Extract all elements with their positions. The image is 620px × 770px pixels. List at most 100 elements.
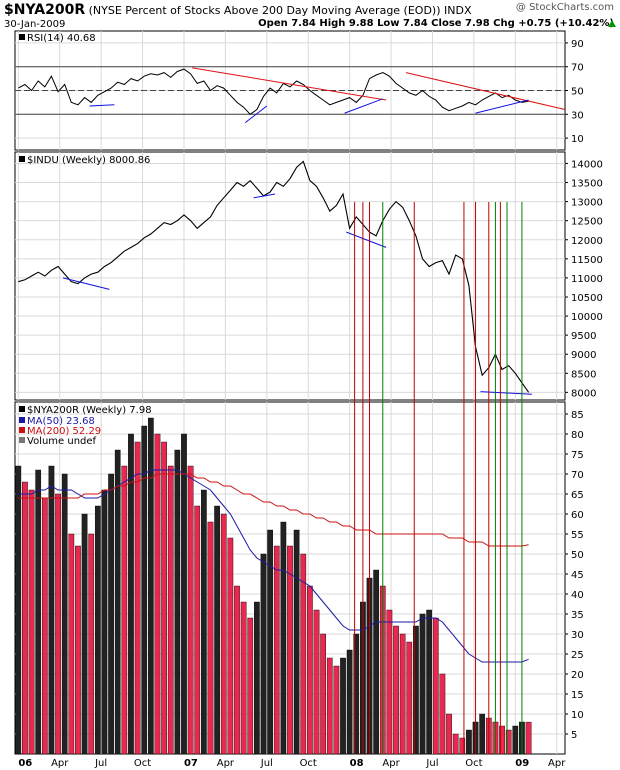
- x-tick-label: Apr: [217, 758, 235, 769]
- rsi-legend-swatch: [19, 34, 25, 40]
- x-tick-label: Apr: [51, 758, 69, 769]
- price-tick-label: 9000: [571, 350, 596, 361]
- breadth-bar: [247, 617, 254, 755]
- price-tick-label: 14000: [571, 159, 603, 170]
- breadth-bar: [114, 449, 121, 755]
- rsi-trendline: [89, 104, 115, 107]
- breadth-bar: [333, 665, 340, 755]
- breadth-legend: $NYA200R (Weekly) 7.98: [27, 405, 152, 416]
- breadth-bar: [399, 633, 406, 755]
- breadth-bar: [459, 737, 466, 755]
- price-tick-label: 10500: [571, 293, 603, 304]
- x-tick-label: Oct: [300, 758, 317, 769]
- price-trendline: [346, 231, 387, 248]
- price-trendline: [62, 277, 110, 290]
- breadth-bar: [419, 613, 426, 755]
- breadth-bar: [386, 609, 393, 755]
- indu-price-line: [18, 160, 530, 393]
- rsi-legend: RSI(14) 40.68: [27, 33, 96, 44]
- breadth-bar: [134, 441, 141, 755]
- breadth-bar: [452, 733, 459, 755]
- breadth-bar: [167, 465, 174, 755]
- price-tick-label: 10000: [571, 312, 603, 323]
- price-legend: $INDU (Weekly) 8000.86: [27, 155, 150, 166]
- x-tick-label: Apr: [382, 758, 400, 769]
- breadth-bar: [61, 473, 68, 755]
- breadth-legend-swatch: [19, 406, 25, 412]
- price-legend-swatch: [19, 156, 25, 162]
- breadth-bar: [260, 553, 267, 755]
- breadth-bar: [512, 725, 519, 755]
- breadth-bar: [313, 609, 320, 755]
- breadth-bar: [41, 497, 48, 755]
- breadth-bar: [147, 417, 154, 755]
- price-tick-label: 11000: [571, 274, 603, 285]
- breadth-bar: [220, 513, 227, 755]
- price-tick-label: 12500: [571, 217, 603, 228]
- price-tick-label: 8500: [571, 369, 596, 380]
- price-tick-label: 13500: [571, 179, 603, 190]
- breadth-bar: [22, 481, 28, 755]
- breadth-bar: [479, 713, 486, 755]
- breadth-bar: [346, 649, 353, 755]
- rsi-tick-label: 90: [571, 39, 584, 50]
- breadth-bar: [254, 601, 260, 755]
- breadth-bar: [466, 729, 472, 755]
- rsi-trendline: [344, 98, 383, 114]
- breadth-bar: [94, 505, 101, 755]
- breadth-bar: [214, 505, 220, 755]
- breadth-bar: [81, 513, 88, 755]
- breadth-bar: [373, 569, 379, 755]
- price-trendline: [253, 193, 276, 199]
- breadth-bar: [353, 633, 360, 755]
- breadth-bar: [201, 489, 207, 755]
- symbol-title: $NYA200R: [4, 2, 86, 18]
- x-tick-label: 09: [515, 758, 529, 769]
- breadth-bar: [174, 449, 181, 755]
- x-tick-label: 08: [350, 758, 364, 769]
- x-tick-label: Jul: [260, 758, 273, 769]
- breadth-bar: [128, 433, 134, 755]
- breadth-bar: [28, 489, 35, 755]
- price-tick-label: 12000: [571, 236, 603, 247]
- breadth-bar: [439, 673, 446, 755]
- panel-frame-price: [14, 151, 566, 401]
- rsi-trendline: [405, 72, 566, 111]
- rsi-trendline: [192, 67, 387, 101]
- breadth-bar: [207, 521, 214, 755]
- breadth-tick-label: 10: [571, 710, 584, 721]
- rsi-tick-label: 70: [571, 63, 584, 74]
- breadth-bar: [108, 473, 114, 755]
- breadth-bar: [273, 545, 280, 755]
- stockcharts-watermark: @ StockCharts.com: [515, 2, 614, 13]
- breadth-tick-label: 50: [571, 550, 584, 561]
- breadth-bar: [240, 601, 247, 755]
- ma50-line: [18, 469, 529, 663]
- breadth-bar: [141, 425, 148, 755]
- breadth-bar: [267, 529, 273, 755]
- breadth-tick-label: 35: [571, 610, 584, 621]
- ma50-legend: MA(50) 23.68: [27, 416, 95, 427]
- breadth-tick-label: 60: [571, 510, 584, 521]
- breadth-bar: [406, 641, 413, 755]
- ma50-legend-swatch: [19, 417, 25, 423]
- x-tick-label: Oct: [134, 758, 151, 769]
- breadth-bar: [525, 721, 532, 755]
- ma200-legend: MA(200) 52.29: [27, 426, 101, 437]
- price-tick-label: 11500: [571, 255, 603, 266]
- price-tick-label: 8000: [571, 388, 596, 399]
- breadth-tick-label: 55: [571, 530, 584, 541]
- breadth-bar: [320, 633, 326, 755]
- breadth-tick-label: 75: [571, 450, 584, 461]
- breadth-bar: [88, 533, 95, 755]
- breadth-bar: [234, 585, 240, 755]
- breadth-bar: [505, 729, 512, 755]
- breadth-tick-label: 15: [571, 690, 584, 701]
- breadth-bar: [326, 657, 333, 755]
- breadth-bar: [413, 625, 419, 755]
- breadth-tick-label: 65: [571, 490, 584, 501]
- breadth-bar: [293, 529, 300, 755]
- breadth-bar: [194, 505, 201, 755]
- rsi-tick-label: 10: [571, 134, 584, 145]
